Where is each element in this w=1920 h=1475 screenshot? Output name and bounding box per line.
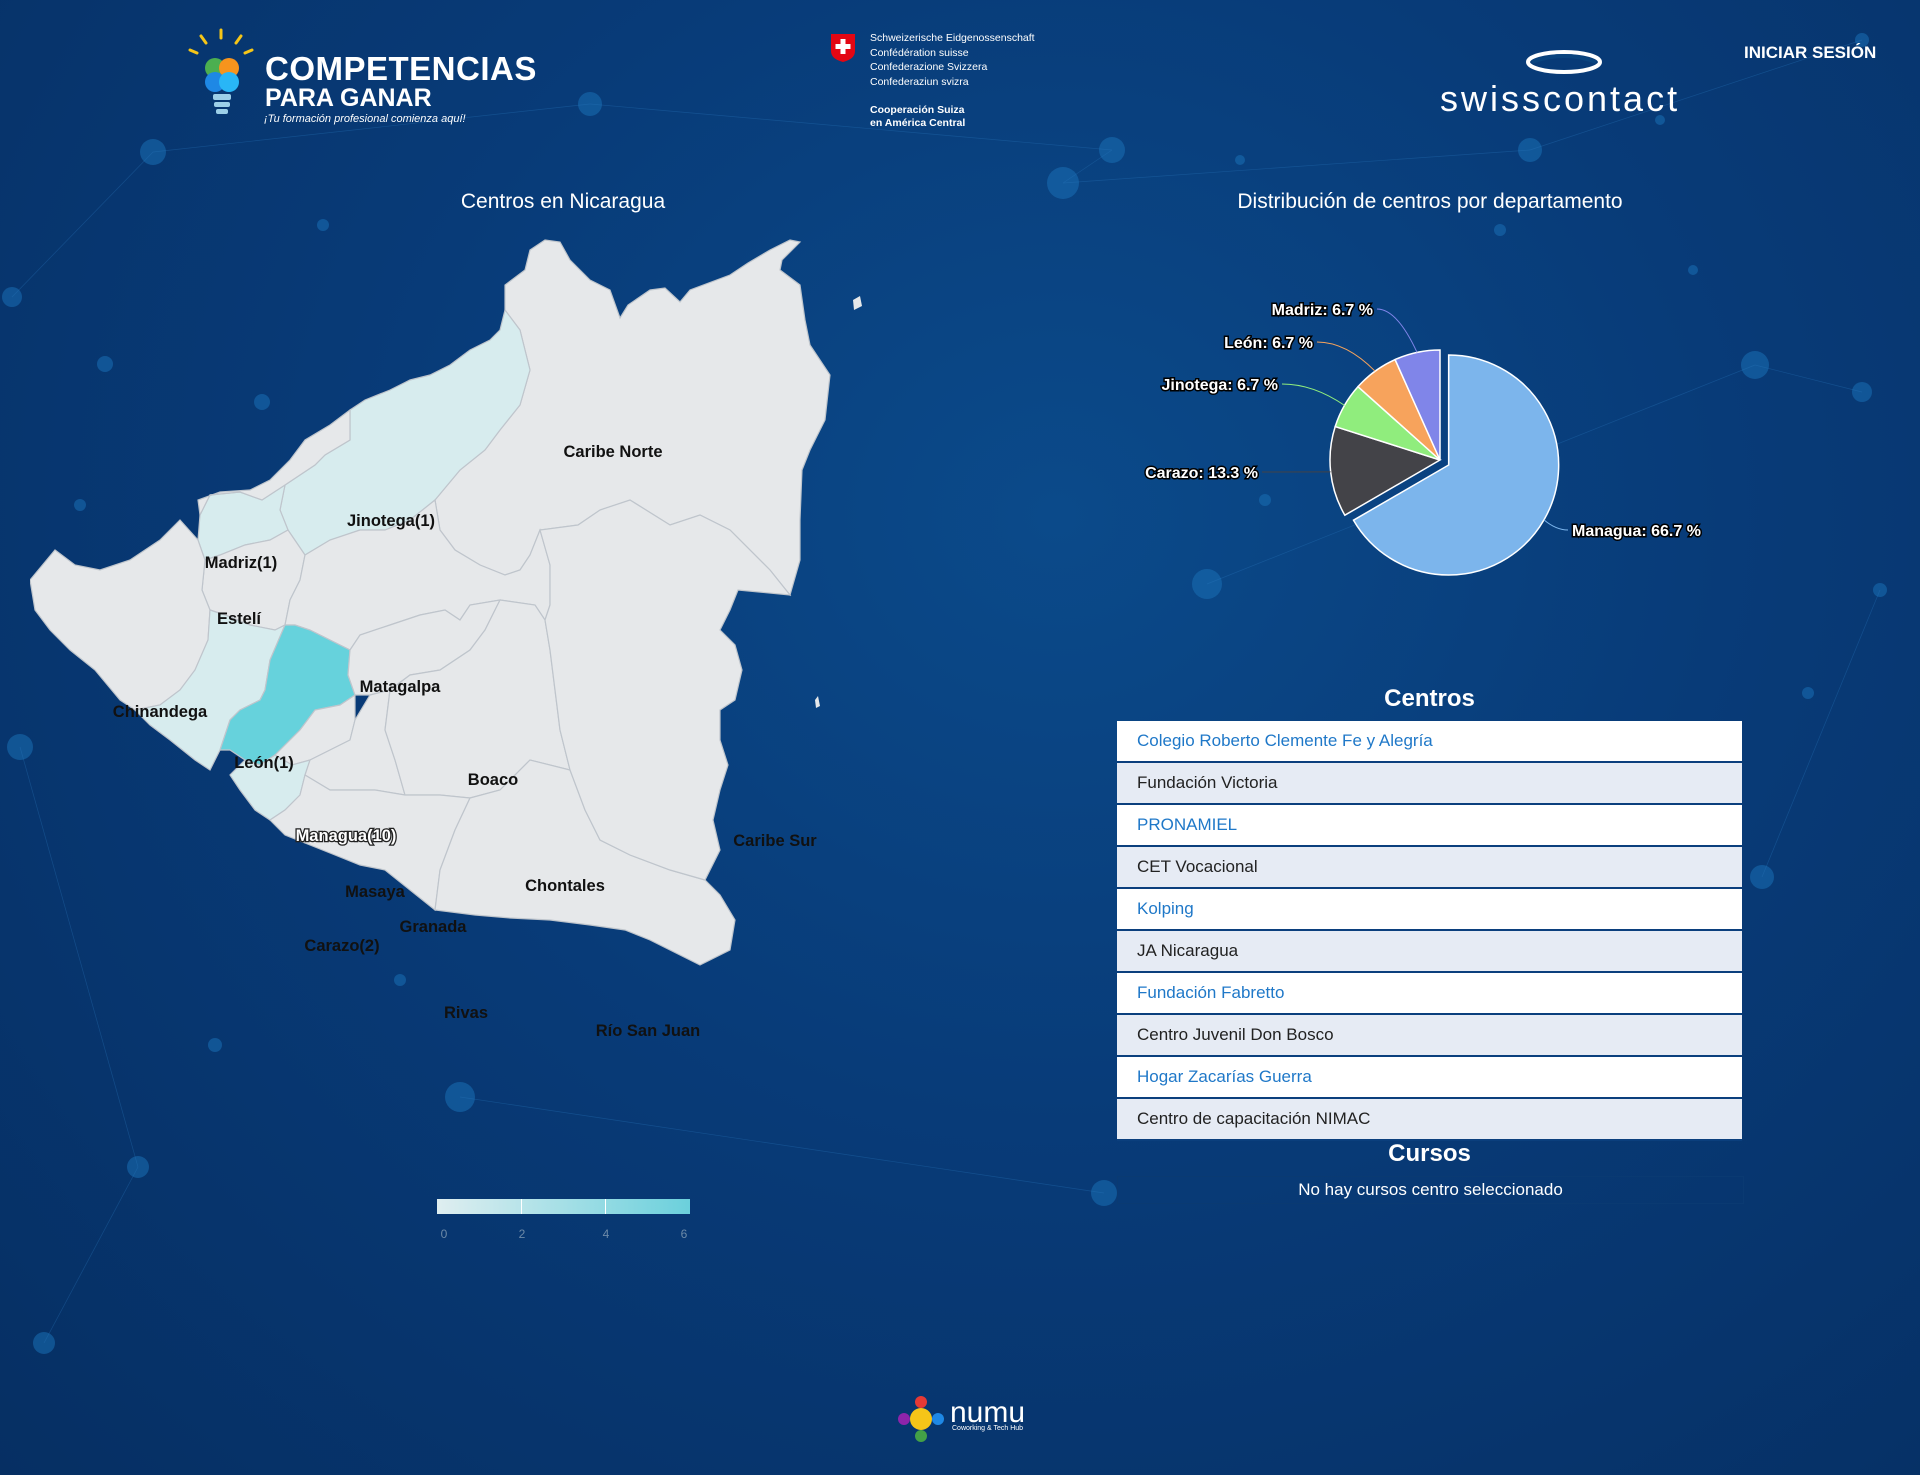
swisscontact-logo-icon xyxy=(1526,50,1602,74)
numu-brand: numu xyxy=(950,1396,1026,1429)
map-color-legend xyxy=(437,1199,690,1214)
map-label-managua: Managua(10) xyxy=(296,827,397,845)
legend-label-0: 0 xyxy=(440,1227,448,1241)
map-label-jinotega: Jinotega(1) xyxy=(347,512,435,530)
pie-label-jinotega: Jinotega: 6.7 % xyxy=(1162,377,1278,394)
pie-label-managua: Managua: 66.7 % xyxy=(1572,523,1701,540)
swiss-name-rm: Confederaziun svizra xyxy=(870,75,969,88)
centro-item[interactable]: PRONAMIEL xyxy=(1117,805,1742,847)
map-label-caribe-sur: Caribe Sur xyxy=(733,832,817,850)
map-title: Centros en Nicaragua xyxy=(460,190,666,213)
swiss-flag-icon xyxy=(831,34,855,62)
competencias-bulb-logo xyxy=(188,28,254,114)
centro-item[interactable]: Hogar Zacarías Guerra xyxy=(1117,1057,1742,1099)
map-label-madriz: Madriz(1) xyxy=(205,554,277,572)
centro-item[interactable]: Fundación Victoria xyxy=(1117,763,1742,805)
map-label-esteli: Estelí xyxy=(217,610,262,628)
pie-connector-león xyxy=(1316,341,1376,372)
map-label-rivas: Rivas xyxy=(444,1004,488,1022)
centro-item[interactable]: JA Nicaragua xyxy=(1117,931,1742,973)
swiss-name-de: Schweizerische Eidgenossenschaft xyxy=(870,32,1035,44)
swisscontact-logo-text: swisscontact xyxy=(1440,78,1681,119)
pie-label-carazo: Carazo: 13.3 % xyxy=(1145,465,1258,482)
centro-item[interactable]: Centro Juvenil Don Bosco xyxy=(1117,1015,1742,1057)
map-label-carazo: Carazo(2) xyxy=(304,937,379,955)
cursos-title: Cursos xyxy=(1388,1140,1471,1167)
pie-slice-carazo[interactable] xyxy=(1329,425,1442,517)
map-label-leon: León(1) xyxy=(234,754,294,772)
swiss-coop-line2: en América Central xyxy=(870,117,966,129)
map-label-chinandega: Chinandega xyxy=(113,703,208,721)
swiss-name-it: Confederazione Svizzera xyxy=(870,61,988,73)
legend-tick-2 xyxy=(521,1199,522,1214)
pie-chart: Managua: 66.7 % Carazo: 13.3 % Jinotega: 6… xyxy=(1144,301,1702,576)
numu-subtitle: Coworking & Tech Hub xyxy=(952,1425,1024,1432)
dept-nueva-segovia[interactable] xyxy=(197,408,351,518)
legend-label-6: 6 xyxy=(680,1227,688,1241)
island-small xyxy=(815,696,820,708)
legend-label-4: 4 xyxy=(602,1227,610,1241)
map-label-boaco: Boaco xyxy=(468,771,518,789)
pie-slice-madriz[interactable] xyxy=(1394,349,1441,461)
map-label-matagalpa: Matagalpa xyxy=(360,678,442,696)
centro-item[interactable]: Centro de capacitación NIMAC xyxy=(1117,1099,1742,1141)
centro-item[interactable]: Fundación Fabretto xyxy=(1117,973,1742,1015)
logo-title-line2: PARA GANAR xyxy=(265,84,432,112)
swiss-confederation-names: Schweizerische Eidgenossenschaft Confédé… xyxy=(870,31,1035,89)
logo-title-line1: COMPETENCIAS xyxy=(265,50,537,87)
centro-item[interactable]: CET Vocacional xyxy=(1117,847,1742,889)
nicaragua-map: Caribe Norte Jinotega(1) Madriz(1) Estel… xyxy=(30,239,862,1040)
login-link[interactable]: INICIAR SESIÓN xyxy=(1744,43,1877,62)
swiss-cooperation-label: Cooperación Suiza en América Central xyxy=(870,104,965,130)
dept-caribe-sur[interactable] xyxy=(539,499,792,881)
pie-connector-jinotega xyxy=(1281,383,1345,406)
swiss-coop-line1: Cooperación Suiza xyxy=(870,104,965,116)
pie-label-león: León: 6.7 % xyxy=(1224,335,1313,352)
centros-list: Colegio Roberto Clemente Fe y Alegría Fu… xyxy=(1117,721,1742,1141)
swiss-name-fr: Confédération suisse xyxy=(870,46,969,59)
centro-item[interactable]: Colegio Roberto Clemente Fe y Alegría xyxy=(1117,721,1742,763)
map-label-caribe-norte: Caribe Norte xyxy=(563,443,662,461)
centro-item[interactable]: Kolping xyxy=(1117,889,1742,931)
pie-title: Distribución de centros por departamento xyxy=(1237,190,1623,213)
pie-label-madriz: Madriz: 6.7 % xyxy=(1272,302,1373,319)
logo-tagline: ¡Tu formación profesional comienza aquí! xyxy=(264,113,466,125)
map-label-rio-san-juan: Río San Juan xyxy=(596,1022,701,1040)
pie-connector-managua xyxy=(1543,519,1569,531)
island-corn xyxy=(853,296,862,310)
cursos-empty-message: No hay cursos centro seleccionado xyxy=(1117,1176,1744,1204)
pie-slice-managua[interactable] xyxy=(1352,354,1560,576)
map-label-granada: Granada xyxy=(400,918,468,936)
pie-connector-madriz xyxy=(1376,308,1418,353)
legend-tick-4 xyxy=(605,1199,606,1214)
map-label-chontales: Chontales xyxy=(525,877,605,895)
map-label-masaya: Masaya xyxy=(345,883,405,901)
numu-logo-icon xyxy=(898,1396,944,1442)
dept-chinandega[interactable] xyxy=(30,519,211,711)
centros-title: Centros xyxy=(1384,685,1475,712)
legend-label-2: 2 xyxy=(518,1227,526,1241)
